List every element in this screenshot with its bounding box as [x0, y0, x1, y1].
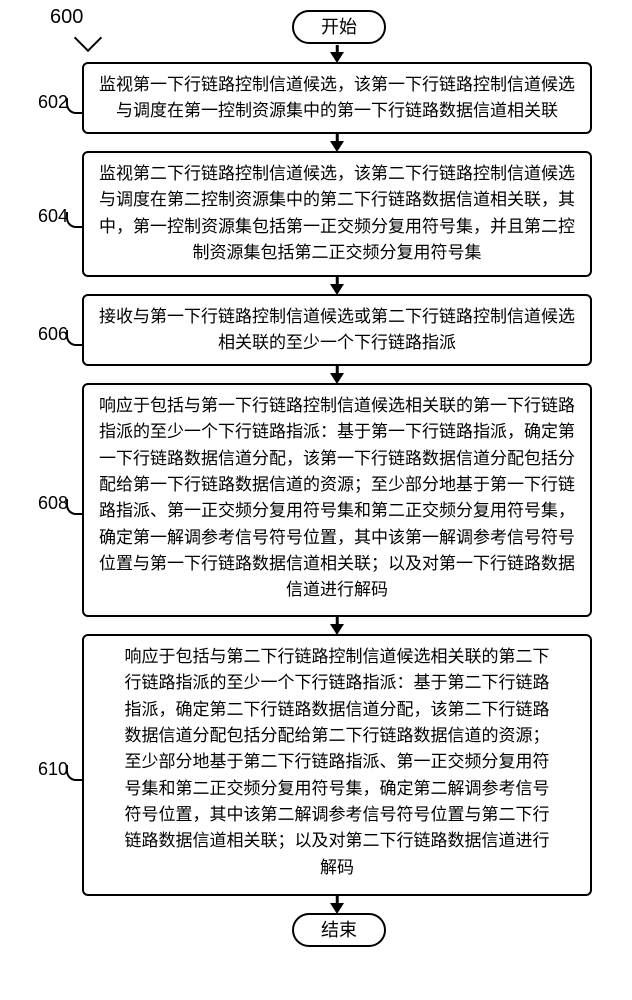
step-label-608: 608	[28, 493, 68, 514]
step-label-602: 602	[28, 92, 68, 113]
end-terminal: 结束	[292, 913, 386, 947]
step-box-606: 接收与第一下行链路控制信道候选或第二下行链路控制信道候选相关联的至少一个下行链路…	[82, 294, 592, 366]
hook-icon	[66, 212, 82, 228]
step-label-610: 610	[28, 759, 68, 780]
hook-icon	[66, 330, 82, 346]
figure-number: 600	[50, 6, 83, 29]
step-box-604: 监视第二下行链路控制信道候选，该第二下行链路控制信道候选与调度在第二控制资源集中…	[82, 151, 592, 277]
hook-icon	[66, 765, 82, 781]
step-label-606: 606	[28, 324, 68, 345]
step-box-610: 响应于包括与第二下行链路控制信道候选相关联的第二下行链路指派的至少一个下行链路指…	[82, 634, 592, 896]
flowchart-canvas: 600 开始 监视第一下行链路控制信道候选，该第一下行链路控制信道候选与调度在第…	[0, 0, 632, 1000]
start-terminal: 开始	[292, 10, 386, 44]
hook-icon	[66, 98, 82, 114]
step-box-602: 监视第一下行链路控制信道候选，该第一下行链路控制信道候选与调度在第一控制资源集中…	[82, 62, 592, 134]
hook-icon	[66, 499, 82, 515]
step-box-608: 响应于包括与第一下行链路控制信道候选相关联的第一下行链路指派的至少一个下行链路指…	[82, 383, 592, 617]
step-label-604: 604	[28, 206, 68, 227]
